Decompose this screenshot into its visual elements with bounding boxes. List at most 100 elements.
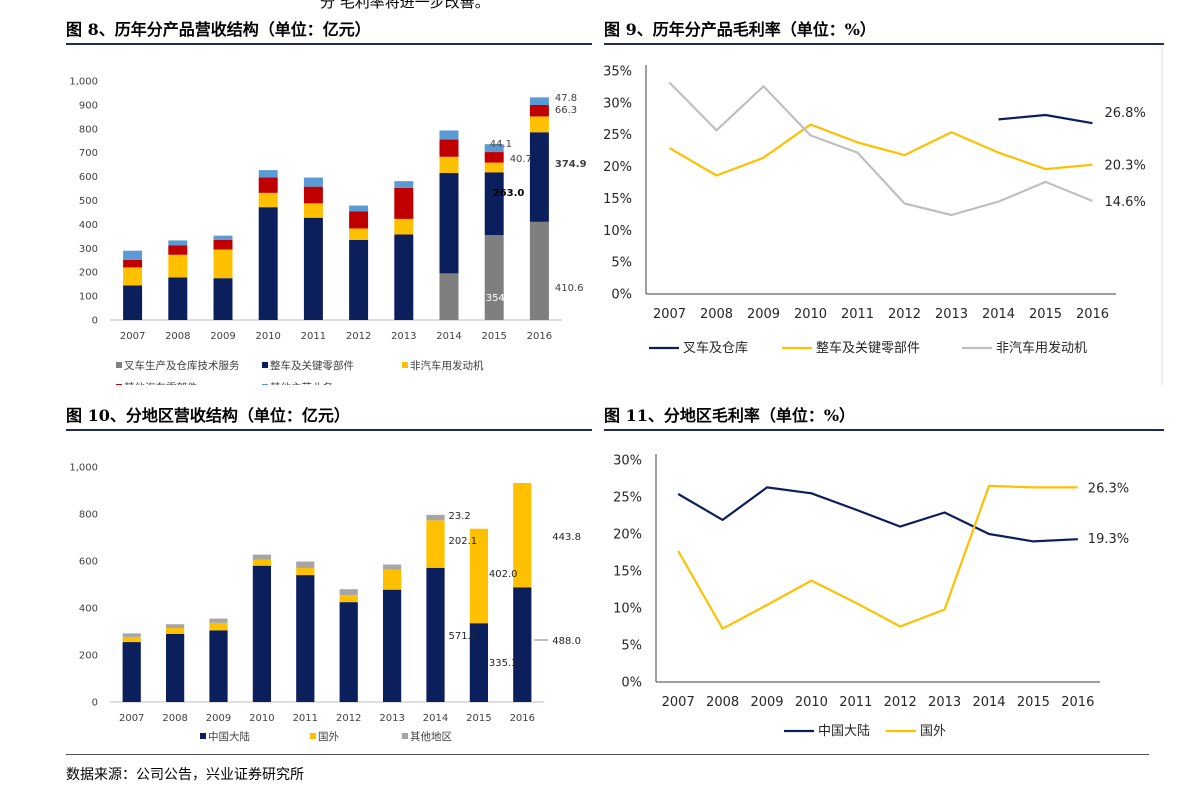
bar-segment (484, 162, 504, 173)
bar-segment (339, 589, 358, 596)
series-line (668, 123, 1093, 177)
bar-segment (258, 170, 278, 178)
figure-9-chart: 0% 5% 10% 15% 20% 25% 30% 35% 2007 2008 2009 2010 20… (604, 46, 1163, 385)
x-tick-label: 2016 (527, 331, 552, 342)
x-tick-label: 2015 (466, 713, 491, 724)
bar-segment (484, 235, 504, 320)
figure-11-panel: 图 11、分地区毛利率（单位：%） 0% 5% 10% 15% 20% 25% 30% 200… (604, 404, 1164, 754)
data-label: 354.9 (486, 293, 515, 304)
data-label: 488.0 (552, 636, 581, 647)
bar-segment (439, 130, 459, 140)
x-tick-label: 2009 (747, 307, 780, 322)
y-tick-label: 500 (79, 196, 98, 207)
y-tick-label: 5% (621, 639, 642, 654)
x-tick-label: 2014 (972, 695, 1005, 710)
bar-segment (529, 132, 549, 222)
x-tick-label: 2011 (293, 713, 318, 724)
legend-swatch (310, 733, 316, 739)
bar-segment (439, 273, 459, 320)
y-tick-label: 5% (611, 256, 632, 271)
legend-swatch (262, 384, 268, 385)
end-value-label: 14.6% (1105, 195, 1146, 210)
bar-segment (513, 587, 532, 702)
bar-segment (252, 565, 272, 702)
bar-segment (252, 554, 272, 560)
bar-segment (426, 520, 445, 568)
bar-segment (168, 245, 188, 255)
x-tick-label: 2014 (982, 307, 1015, 322)
y-tick-label: 0% (611, 288, 632, 303)
x-tick-label: 2007 (119, 713, 144, 724)
bar-segment (303, 217, 323, 320)
y-tick-label: 200 (79, 268, 98, 279)
end-value-label: 19.3% (1088, 532, 1129, 547)
y-tick-label: 20% (604, 160, 632, 175)
y-tick-label: 20% (613, 528, 642, 543)
legend-label: 叉车生产及仓库技术服务 (124, 359, 240, 372)
x-tick-label: 2014 (436, 331, 461, 342)
x-tick-label: 2007 (120, 331, 145, 342)
legend-swatch (116, 362, 122, 368)
figure-8-rule (66, 43, 592, 45)
data-label: 410.6 (555, 283, 584, 294)
bar-segment (303, 177, 323, 187)
legend-label: 整车及关键零部件 (816, 340, 920, 356)
x-tick-label: 2008 (162, 713, 187, 724)
bar-segment (394, 187, 414, 219)
series-line (677, 484, 1078, 630)
series-line (668, 81, 1093, 217)
bar-segment (209, 618, 228, 623)
x-tick-label: 2013 (928, 695, 961, 710)
x-tick-label: 2015 (481, 331, 506, 342)
y-tick-label: 600 (79, 557, 98, 568)
figure-11-rule (604, 429, 1164, 431)
x-tick-label: 2010 (249, 713, 274, 724)
bar-segment (426, 514, 445, 521)
legend-swatch (262, 362, 268, 368)
figure-10-rule (66, 429, 592, 431)
bar-segment (123, 250, 143, 260)
top-text-fragment: 分 毛利率将进一步改善。 (320, 0, 490, 11)
x-tick-label: 2010 (255, 331, 280, 342)
bar-segment (339, 595, 358, 603)
data-label: 40.7 (510, 154, 532, 165)
bar-segment (123, 259, 143, 268)
legend-label: 国外 (318, 731, 339, 743)
bar-segment (165, 627, 185, 634)
y-tick-label: 300 (79, 244, 98, 255)
bar-segment (529, 97, 549, 105)
bar-segment (122, 633, 141, 637)
x-tick-label: 2011 (841, 307, 874, 322)
x-tick-label: 2007 (662, 695, 695, 710)
y-tick-label: 15% (613, 565, 642, 580)
legend-swatch (116, 384, 122, 385)
legend-swatch (402, 733, 408, 739)
bar-segment (484, 152, 504, 163)
y-tick-label: 30% (604, 96, 632, 111)
y-tick-label: 10% (613, 602, 642, 617)
y-tick-label: 800 (79, 510, 98, 521)
bar-segment (484, 144, 504, 153)
legend-label: 国外 (920, 724, 946, 739)
legend-label: 整车及关键零部件 (270, 359, 354, 372)
plot-frame (1161, 46, 1163, 385)
bar-segment (339, 602, 358, 702)
bar-segment (168, 254, 188, 278)
y-tick-label: 15% (604, 192, 632, 207)
figure-8-panel: 图 8、历年分产品营收结构（单位：亿元） 0 100 200 300 400 500 600… (66, 18, 592, 385)
y-tick-label: 1,000 (69, 77, 98, 88)
y-tick-label: 10% (604, 224, 632, 239)
bar-segment (349, 211, 369, 229)
end-value-label: 26.3% (1088, 481, 1129, 496)
bar-segment (484, 172, 504, 236)
bar-segment (165, 624, 185, 628)
y-tick-label: 400 (79, 604, 98, 615)
legend-label: 中国大陆 (818, 723, 870, 739)
legend-label: 其他汽车零部件 (124, 381, 198, 385)
data-label: 335.3 (489, 658, 518, 669)
x-tick-label: 2008 (700, 307, 733, 322)
figure-8-chart: 0 100 200 300 400 500 600 700 800 900 1,000 2007 200… (69, 77, 587, 385)
bar-segment (349, 228, 369, 240)
x-tick-label: 2010 (794, 307, 827, 322)
y-tick-label: 30% (613, 454, 642, 469)
